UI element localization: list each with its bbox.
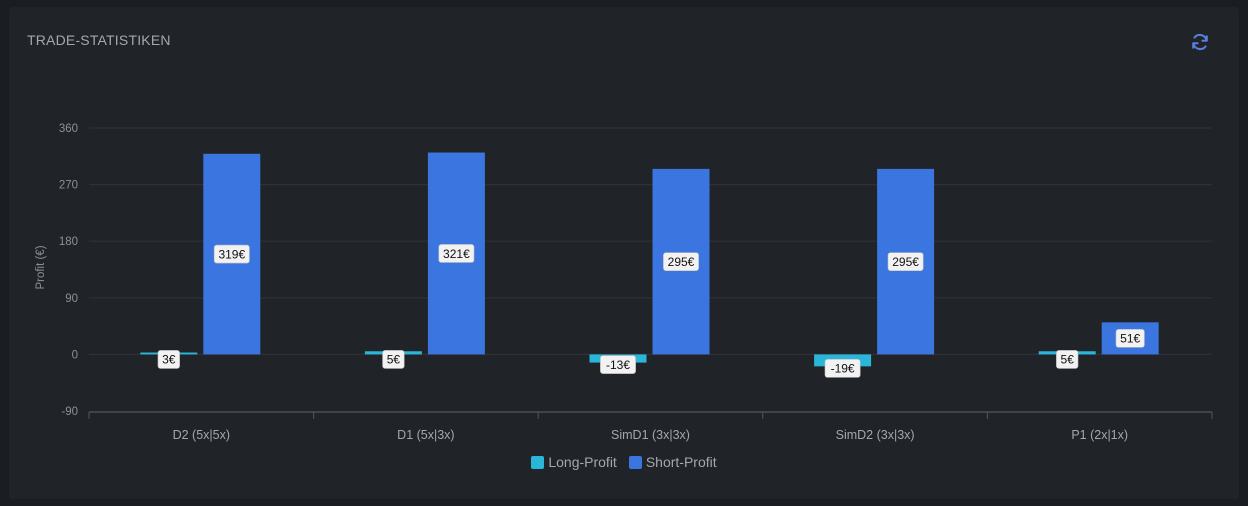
data-label-box <box>438 244 475 263</box>
data-label-box <box>663 252 699 271</box>
y-tick-label: 90 <box>65 293 78 305</box>
x-axis <box>88 411 1213 419</box>
y-tick-label: 270 <box>59 180 78 192</box>
data-label-text: 3€ <box>162 353 176 367</box>
card-title: TRADE-STATISTIKEN <box>27 32 171 48</box>
data-label-text: 295€ <box>892 255 919 269</box>
y-axis-ticks: 360 270 180 90 0 -90 <box>59 123 78 418</box>
data-label-short: 321€ <box>438 244 475 263</box>
x-category-label: D1 (5x|3x) <box>397 428 454 442</box>
data-labels: 3€ 319€ 5€ 321€ -13€ 295€ -19€ 295€ 5€ 51€ <box>157 244 1145 378</box>
y-tick-label: 180 <box>59 236 78 248</box>
legend-label-long: Long-Profit <box>548 454 617 470</box>
data-label-long: -19€ <box>824 359 861 378</box>
data-label-text: 51€ <box>1120 332 1140 346</box>
y-tick-label: 0 <box>72 349 78 361</box>
x-axis-categories: D2 (5x|5x) D1 (5x|3x) SimD1 (3x|3x) SimD2 (… <box>173 428 1128 442</box>
data-label-short: 295€ <box>887 252 924 271</box>
data-label-long: -13€ <box>600 355 636 374</box>
legend-swatch-short <box>628 455 642 469</box>
data-label-box <box>824 359 861 378</box>
data-label-long: 3€ <box>157 350 180 369</box>
data-label-text: 319€ <box>218 247 245 261</box>
data-label-text: -13€ <box>606 358 630 372</box>
bars <box>140 152 1159 367</box>
data-label-long: 5€ <box>382 350 405 369</box>
x-category-label: P1 (2x|1x) <box>1071 428 1128 442</box>
data-label-text: -19€ <box>831 362 855 376</box>
y-tick-label: 360 <box>59 123 78 135</box>
y-tick-label: -90 <box>61 406 78 418</box>
data-label-box <box>157 350 180 369</box>
data-label-short: 319€ <box>213 244 250 264</box>
refresh-icon <box>1192 33 1208 51</box>
legend-item-long[interactable]: Long-Profit <box>531 454 617 470</box>
data-label-box <box>600 355 636 374</box>
legend: Long-Profit Short-Profit <box>0 454 1248 470</box>
y-axis-title: Profit (€) <box>35 245 47 289</box>
data-label-box <box>382 350 405 369</box>
data-label-text: 5€ <box>1061 353 1075 367</box>
data-label-box <box>1115 329 1145 348</box>
x-category-label: SimD2 (3x|3x) <box>836 428 915 442</box>
grid-lines <box>89 127 1212 355</box>
x-category-label: SimD1 (3x|3x) <box>611 428 690 442</box>
data-label-text: 295€ <box>668 255 695 269</box>
refresh-button[interactable] <box>1189 31 1211 53</box>
data-label-long: 5€ <box>1056 350 1079 369</box>
legend-item-short[interactable]: Short-Profit <box>628 454 717 470</box>
legend-label-short: Short-Profit <box>645 454 717 470</box>
data-label-box <box>1056 350 1079 369</box>
data-label-text: 321€ <box>443 247 470 261</box>
data-label-box <box>213 244 250 264</box>
x-category-label: D2 (5x|5x) <box>173 428 230 442</box>
data-label-short: 51€ <box>1115 329 1145 348</box>
data-label-box <box>887 252 924 271</box>
legend-swatch-long <box>531 455 545 469</box>
data-label-short: 295€ <box>663 252 699 271</box>
data-label-text: 5€ <box>387 353 401 367</box>
